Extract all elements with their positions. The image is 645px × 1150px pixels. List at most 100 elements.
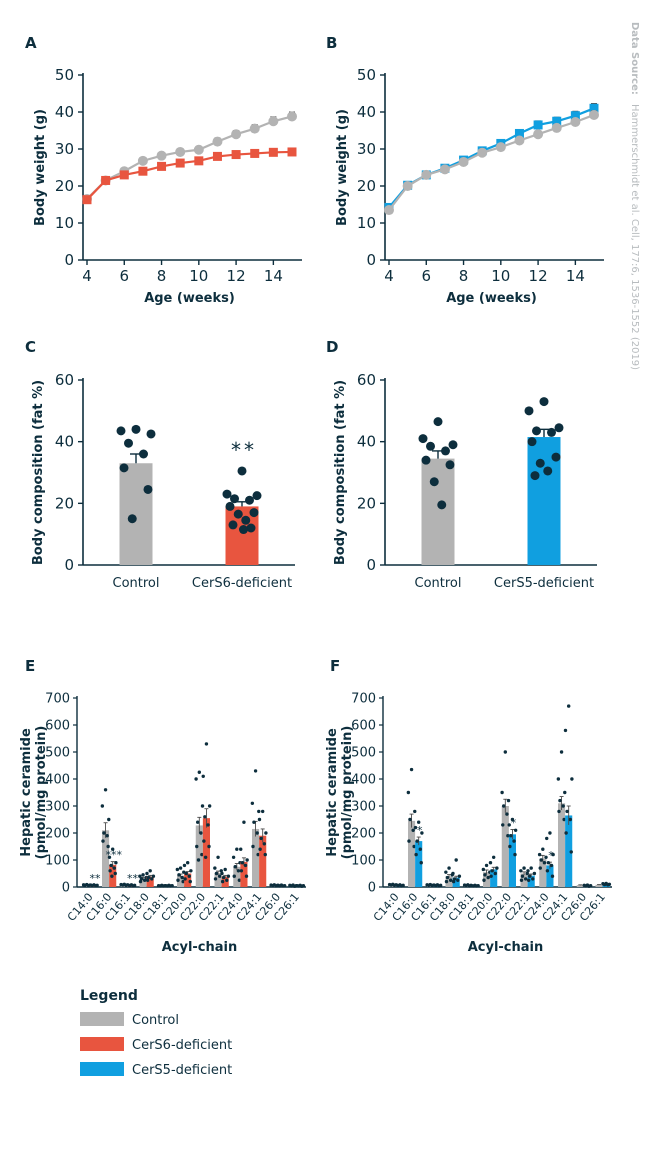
chart-f-data-point	[451, 871, 455, 876]
chart-a-x-tick-label: 6	[119, 267, 129, 285]
chart-c-data-point	[233, 509, 243, 519]
chart-b-x-tick-label: 4	[384, 267, 394, 285]
chart-e-data-point	[145, 871, 149, 876]
chart-e-data-point	[107, 817, 111, 822]
chart-f-significance-label: *	[417, 824, 423, 837]
data-source-label: Data Source:	[629, 22, 640, 95]
chart-f-bar	[520, 873, 528, 887]
chart-e-data-point	[146, 875, 151, 880]
chart-f-data-point	[544, 855, 548, 859]
chart-e-data-point	[217, 874, 222, 878]
chart-f-data-point	[507, 823, 511, 827]
chart-f-y-tick-label: 500	[351, 746, 376, 761]
chart-f-bar	[546, 865, 554, 887]
chart-e-data-point	[223, 867, 227, 872]
chart-a-data-point	[287, 111, 297, 122]
chart-e-data-point	[112, 866, 116, 870]
chart-b-series-1	[384, 109, 599, 216]
chart-d-bar-group-1: CerS5-deficient	[494, 397, 594, 591]
chart-e-significance-label: ***	[105, 849, 122, 862]
chart-b-axes: 0 10 20 30 40 50 4 6 8 10 12 14 Age (weeks) Body weig…	[335, 66, 604, 306]
chart-b-y-tick-label: 30	[357, 140, 376, 158]
chart-f-data-point	[488, 861, 493, 865]
chart-f-data-point	[563, 728, 568, 733]
chart-f-data-point	[548, 831, 552, 835]
chart-d-data-point	[437, 500, 447, 510]
chart-d-data-point	[445, 460, 455, 470]
chart-c-data-point	[116, 426, 126, 436]
legend-label-cers6: CerS6-deficient	[132, 1038, 232, 1053]
chart-e-data-point	[214, 871, 219, 876]
chart-e-data-point	[204, 742, 209, 746]
chart-f-data-point	[490, 869, 494, 873]
chart-d-data-point	[426, 441, 435, 451]
chart-f-data-point	[513, 852, 517, 857]
chart-f-data-point	[525, 871, 529, 876]
chart-e-data-point	[93, 883, 98, 888]
chart-f-y-title-line1: Hepatic ceramide	[325, 728, 340, 857]
chart-c-data-point	[143, 484, 153, 494]
chart-f-data-point	[409, 767, 414, 772]
chart-c-fat-cers6: 0 20 40 60 Body composition (fat %) Control Ce…	[31, 371, 295, 591]
chart-e-data-point	[257, 817, 262, 822]
chart-f-data-point	[495, 866, 499, 870]
chart-f-data-point	[484, 863, 489, 868]
chart-f-data-point	[407, 839, 411, 843]
chart-f-data-point	[505, 812, 509, 816]
chart-d-category-label: Control	[415, 576, 462, 591]
panel-letter-c: C	[25, 338, 36, 356]
chart-f-data-point	[500, 790, 504, 795]
chart-e-bar	[184, 873, 192, 887]
chart-c-data-point	[124, 438, 133, 448]
chart-a-data-point	[137, 155, 148, 166]
legend-swatch-control	[80, 1012, 124, 1026]
chart-f-significance-label: *	[511, 816, 517, 829]
chart-a-data-point	[287, 147, 297, 157]
chart-e-bar	[146, 876, 154, 887]
chart-a-x-tick-label: 8	[157, 267, 167, 285]
chart-a-y-tick-label: 30	[55, 140, 74, 158]
chart-e-data-point	[200, 852, 204, 857]
chart-f-bar	[558, 803, 566, 887]
chart-e-data-point	[102, 831, 106, 835]
chart-c-data-point	[139, 449, 148, 459]
chart-b-y-tick-label: 50	[357, 66, 376, 84]
chart-f-y-tick-label: 100	[351, 854, 376, 869]
chart-a-y-tick-label: 10	[55, 214, 74, 232]
chart-f-data-point	[519, 869, 523, 873]
chart-e-data-point	[213, 877, 218, 881]
chart-e-data-point	[260, 809, 265, 814]
legend-title: Legend	[80, 988, 138, 1004]
chart-e-data-point	[103, 788, 108, 792]
chart-e-data-point	[128, 883, 132, 888]
chart-e-data-point	[184, 871, 188, 876]
chart-e-data-point	[106, 844, 110, 849]
chart-c-bar	[119, 463, 153, 565]
chart-f-data-point	[550, 874, 555, 878]
chart-b-data-point	[533, 120, 543, 130]
chart-e-data-point	[200, 804, 205, 808]
chart-e-data-point	[252, 820, 256, 824]
chart-e-data-point	[197, 770, 202, 774]
chart-e-bar	[221, 876, 229, 887]
chart-b-x-tick-label: 8	[459, 267, 469, 285]
chart-b-y-title: Body weight (g)	[335, 109, 350, 226]
chart-e-data-point	[271, 883, 275, 888]
chart-e-data-point	[256, 852, 260, 857]
chart-f-bar	[595, 884, 603, 887]
chart-e-data-point	[100, 804, 105, 808]
chart-d-data-point	[418, 434, 428, 444]
chart-e-data-point	[131, 884, 135, 888]
chart-a-x-tick-label: 14	[264, 267, 283, 285]
chart-f-y-tick-label: 600	[351, 719, 376, 734]
chart-c-data-point	[252, 491, 262, 501]
chart-e-data-point	[278, 884, 282, 888]
chart-e-data-point	[109, 863, 113, 868]
chart-e-bar	[233, 866, 241, 887]
chart-e-data-point	[145, 878, 150, 882]
chart-c-data-point	[237, 466, 247, 476]
chart-c-y-title: Body composition (fat %)	[31, 380, 46, 565]
chart-a-data-point	[138, 166, 148, 176]
chart-d-data-point	[421, 455, 431, 465]
chart-d-data-point	[551, 452, 561, 462]
